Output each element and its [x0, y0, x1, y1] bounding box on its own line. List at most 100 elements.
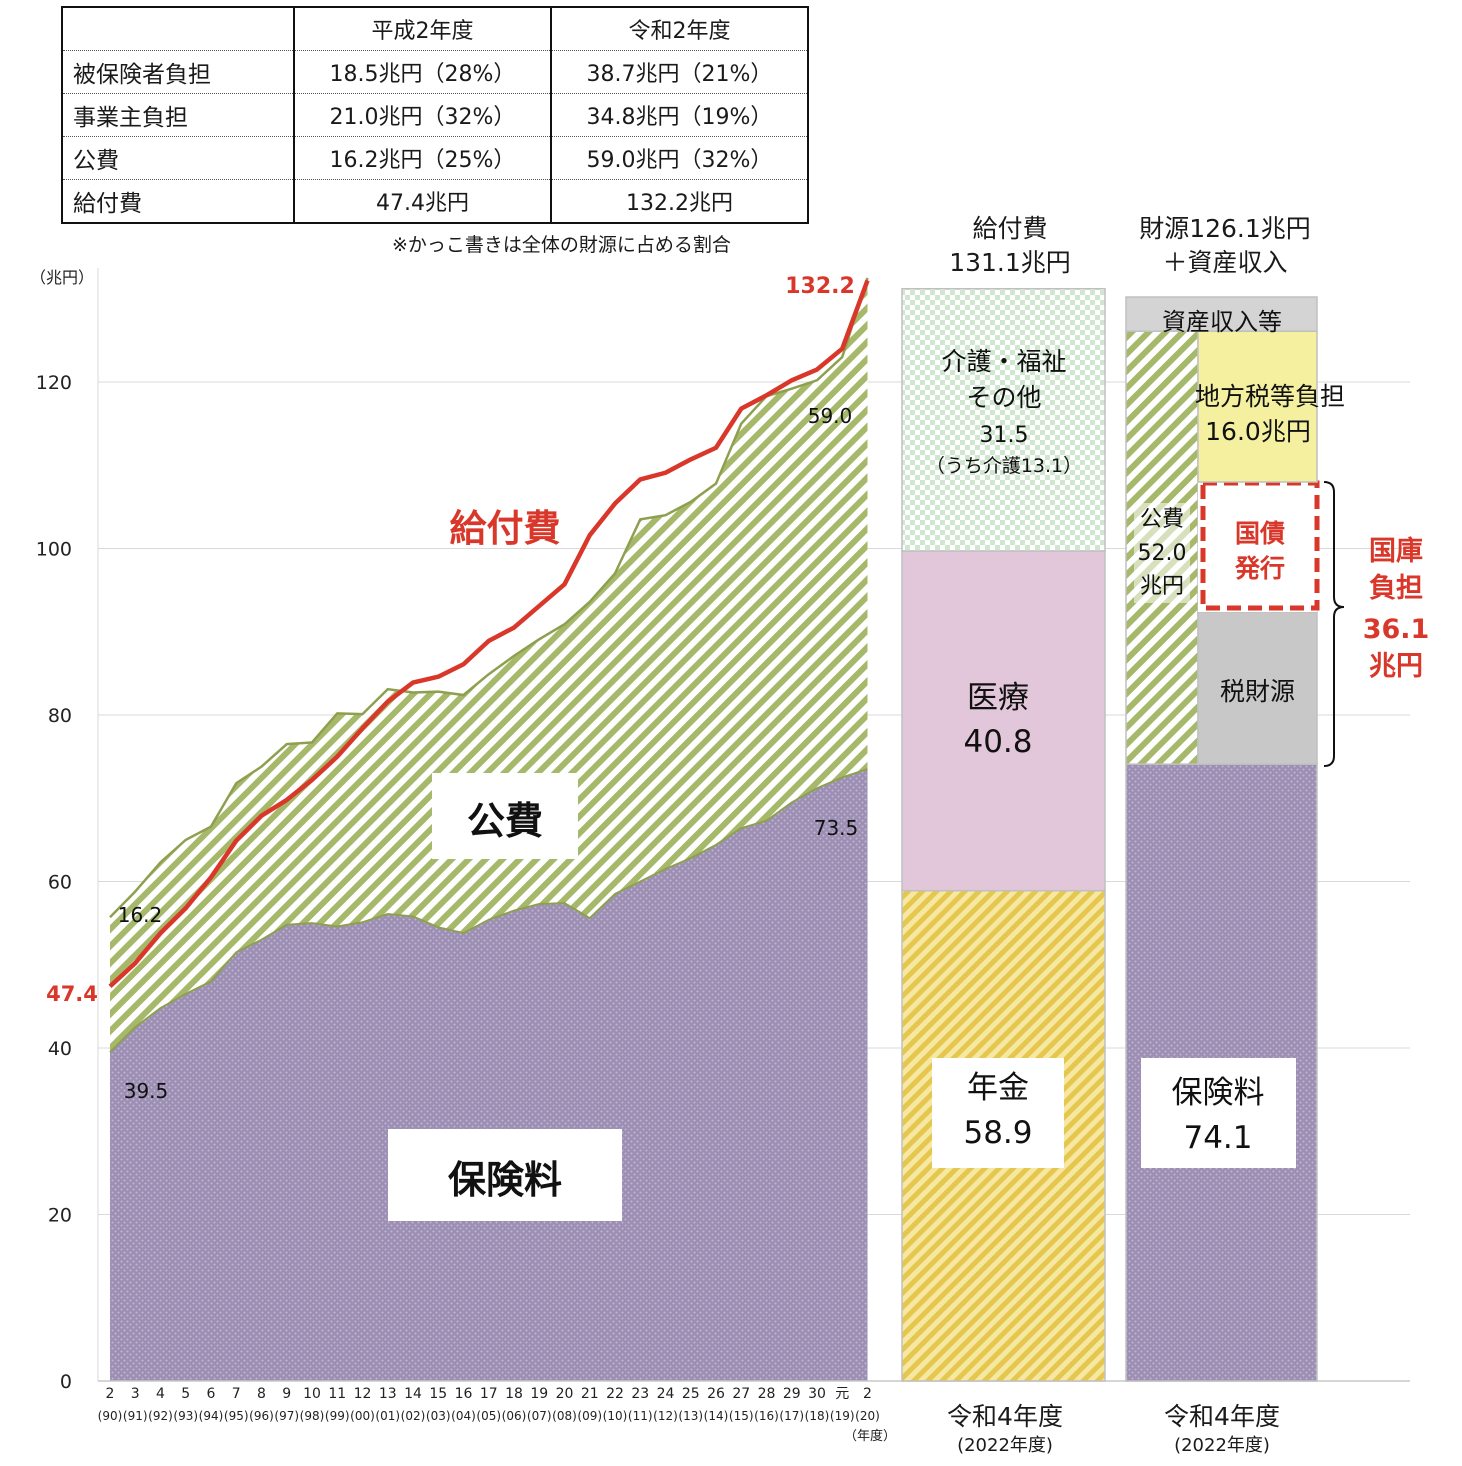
funding-bar-category-label: 令和4年度 [1164, 1402, 1280, 1431]
table-cell: 38.7兆円（21%） [550, 50, 809, 94]
x-tick-label-western: (03) [426, 1409, 451, 1423]
table-cell: 16.2兆円（25%） [293, 136, 552, 180]
x-tick-label-western: (02) [401, 1409, 426, 1423]
x-tick-label: 27 [732, 1386, 750, 1402]
x-tick-label-western: (05) [476, 1409, 501, 1423]
x-tick-label: 8 [257, 1386, 266, 1402]
x-tick-label: 25 [682, 1386, 700, 1402]
end-insurance-value: 73.5 [814, 816, 859, 840]
x-tick-label: 2 [863, 1386, 872, 1402]
care-welfare-text: その他 [966, 383, 1041, 412]
x-tick-label-western: (12) [653, 1409, 678, 1423]
x-tick-label: 6 [207, 1386, 216, 1402]
x-tick-label-western: (18) [805, 1409, 830, 1423]
x-tick-label-western: (19) [830, 1409, 855, 1423]
x-tick-label-western: (91) [123, 1409, 148, 1423]
funding-public-text: 公費 [1140, 507, 1184, 532]
x-tick-label: 15 [429, 1386, 447, 1402]
x-tick-label-western: (97) [274, 1409, 299, 1423]
x-tick-label-western: (94) [199, 1409, 224, 1423]
care-welfare-text: 介護・福祉 [941, 347, 1066, 376]
x-tick-label: 11 [328, 1386, 346, 1402]
x-tick-label-western: (92) [148, 1409, 173, 1423]
insurance-top-line [109, 768, 868, 1053]
care-welfare-text: 31.5 [980, 423, 1029, 448]
funding-public-label-bg [1134, 503, 1190, 603]
care-welfare-text: （うち介護13.1） [926, 455, 1082, 477]
funding-public-text: 兆円 [1140, 574, 1184, 599]
funding-bar-title-line1: 財源126.1兆円 [1139, 214, 1311, 243]
x-tick-label: 22 [606, 1386, 624, 1402]
y-tick-label: 80 [48, 705, 72, 727]
funding-public-text: 52.0 [1138, 541, 1187, 566]
funding-bar-title-line2: ＋資産収入 [1162, 248, 1288, 277]
start-insurance-value: 39.5 [124, 1079, 169, 1103]
end-public-value: 59.0 [808, 404, 853, 428]
table-cell: 21.0兆円（32%） [293, 93, 552, 137]
x-tick-label: 23 [631, 1386, 649, 1402]
x-tick-label: 17 [480, 1386, 498, 1402]
x-tick-label-western: (99) [325, 1409, 350, 1423]
pension-value: 58.9 [963, 1115, 1032, 1151]
funding-bar-category: 令和4年度 (2022年度) [1117, 1400, 1327, 1458]
public-top-line [109, 277, 869, 919]
x-tick-label: 12 [354, 1386, 372, 1402]
x-tick-label: 16 [455, 1386, 473, 1402]
summary-table: 平成2年度 令和2年度 被保険者負担 18.5兆円（28%） 38.7兆円（21… [61, 6, 809, 224]
insurance-label-box [388, 1129, 622, 1221]
x-tick-label-western: (10) [603, 1409, 628, 1423]
x-tick-label: 14 [404, 1386, 422, 1402]
x-tick-label: 30 [808, 1386, 826, 1402]
benefit-bar-title-line2: 131.1兆円 [949, 248, 1071, 277]
table-cell: 132.2兆円 [550, 179, 809, 224]
funding-insurance-value: 74.1 [1183, 1120, 1252, 1156]
funding-insurance-label: 保険料 [1172, 1075, 1265, 1111]
x-tick-label: 元 [835, 1386, 849, 1402]
public-label-box [432, 773, 578, 859]
local-tax-label: 地方税等負担 [1195, 382, 1345, 411]
benefit-bar-category-label: 令和4年度 [947, 1402, 1063, 1431]
benefit-label: 給付費 [450, 507, 561, 550]
x-tick-label-western: (00) [350, 1409, 375, 1423]
x-tick-label-western: (15) [729, 1409, 754, 1423]
tax-revenue-segment [1197, 611, 1318, 765]
x-tick-label-western: (20) [855, 1409, 880, 1423]
pension-label: 年金 [967, 1070, 1029, 1106]
benefit-bar-category: 令和4年度 (2022年度) [900, 1400, 1110, 1458]
x-tick-label-western: (04) [451, 1409, 476, 1423]
insurance-area [110, 769, 868, 1381]
end-benefit-value: 132.2 [785, 274, 855, 299]
table-cell: 47.4兆円 [293, 179, 552, 224]
x-tick-label: 28 [758, 1386, 776, 1402]
funding-bar-category-sub: (2022年度) [1174, 1435, 1270, 1456]
row-label: 給付費 [61, 179, 295, 224]
y-tick-label: 0 [60, 1371, 72, 1393]
national-treasury-text: 36.1 [1363, 614, 1430, 645]
table-note: ※かっこ書きは全体の財源に占める割合 [392, 234, 731, 256]
national-treasury-text: 負担 [1369, 573, 1423, 604]
x-tick-label-western: (17) [779, 1409, 804, 1423]
x-tick-label-western: (96) [249, 1409, 274, 1423]
local-tax-segment [1197, 330, 1318, 483]
x-tick-label-western: (93) [173, 1409, 198, 1423]
x-tick-label: 4 [156, 1386, 165, 1402]
x-tick-label: 29 [783, 1386, 801, 1402]
x-tick-label-western: (07) [527, 1409, 552, 1423]
national-treasury-bracket [1323, 481, 1345, 767]
x-tick-label: 5 [181, 1386, 190, 1402]
national-treasury-text: 兆円 [1369, 651, 1423, 682]
bond-dashed-frame [1200, 480, 1320, 611]
table-cell: 59.0兆円（32%） [550, 136, 809, 180]
tax-revenue-label: 税財源 [1220, 677, 1295, 706]
bond-label: 国債 [1235, 519, 1285, 548]
national-treasury-text: 国庫 [1369, 536, 1423, 567]
bond-segment [1198, 482, 1317, 612]
funding-bar-header: 財源126.1兆円 ＋資産収入 [1120, 212, 1330, 280]
x-tick-label-western: (14) [704, 1409, 729, 1423]
medical-value: 40.8 [963, 724, 1032, 760]
bond-label: 発行 [1234, 554, 1285, 583]
axes: 0 20 40 60 80 100 120 （兆円） 2 (90) 3 (91) 4 (92) 5 (93) 6… [30, 268, 1410, 1444]
x-tick-label-western: (16) [754, 1409, 779, 1423]
